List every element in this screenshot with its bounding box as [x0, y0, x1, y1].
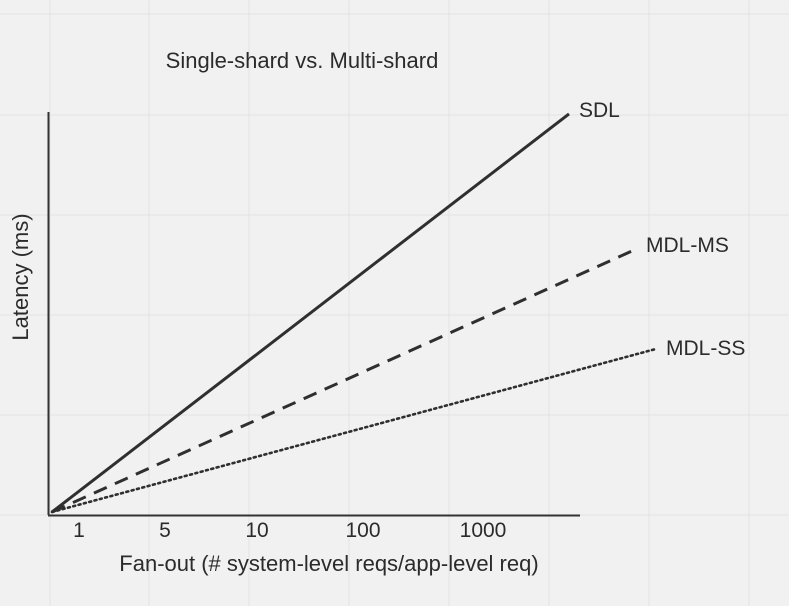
series-line-sdl	[51, 112, 570, 514]
x-tick-label: 1000	[460, 519, 507, 542]
series-line-mdl-ms	[51, 248, 635, 514]
series-line-mdl-ss	[50, 347, 657, 514]
x-tick-label: 10	[245, 519, 268, 542]
x-tick-label: 1	[73, 519, 85, 542]
series-label-mdl-ms: MDL-MS	[646, 234, 729, 257]
x-tick-label: 100	[345, 519, 380, 542]
series-label-mdl-ss: MDL-SS	[666, 337, 745, 360]
series-label-sdl: SDL	[579, 99, 620, 122]
series-labels: SDL MDL-MS MDL-SS	[579, 99, 745, 360]
x-tick-label: 5	[159, 519, 171, 542]
y-axis-label: Latency (ms)	[8, 213, 33, 340]
chart-title: Single-shard vs. Multi-shard	[166, 48, 439, 73]
x-tick-labels: 1 5 10 100 1000	[73, 519, 506, 542]
series-lines	[50, 112, 657, 514]
x-axis-label: Fan-out (# system-level reqs/app-level r…	[119, 551, 538, 576]
